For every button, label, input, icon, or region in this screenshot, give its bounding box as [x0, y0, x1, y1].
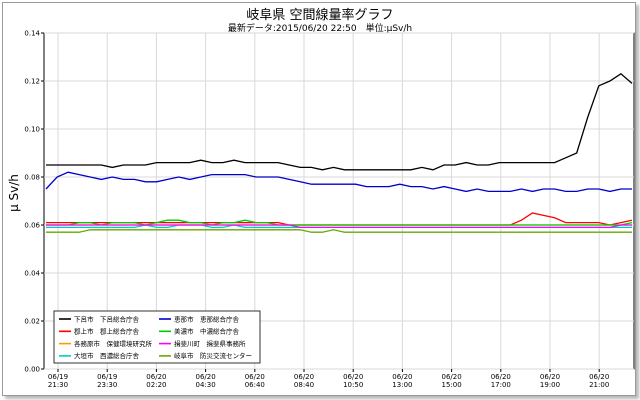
y-tick-label: 0.10	[24, 126, 40, 134]
x-tick-time: 17:00	[491, 381, 511, 389]
x-tick-date: 06/20	[392, 373, 412, 381]
legend-label-6: 揖斐川町 揖斐県事務所	[174, 339, 246, 348]
x-tick-date: 06/20	[146, 373, 166, 381]
legend-label-5: 美濃市 中濃総合庁舎	[174, 327, 240, 336]
x-tick-date: 06/20	[343, 373, 363, 381]
x-tick-time: 06:40	[245, 381, 265, 389]
chart-title: 岐阜県 空間線量率グラフ	[246, 8, 394, 23]
x-tick-time: 23:30	[97, 381, 117, 389]
legend-label-0: 下呂市 下呂総合庁舎	[74, 314, 140, 323]
y-tick-label: 0.08	[24, 174, 40, 182]
y-tick-label: 0.14	[24, 30, 40, 38]
x-tick-time: 15:00	[442, 381, 462, 389]
legend-label-4: 恵那市 恵那総合庁舎	[174, 314, 240, 323]
series-line-4	[45, 171, 632, 193]
x-tick-date: 06/20	[540, 373, 560, 381]
series-line-7	[46, 229, 632, 233]
x-tick-time: 10:50	[343, 381, 363, 389]
chart-subtitle: 最新データ:2015/06/20 22:50 単位:μSv/h	[227, 24, 413, 34]
x-tick-date: 06/19	[48, 373, 68, 381]
x-tick-time: 04:30	[196, 381, 216, 389]
x-tick-date: 06/20	[196, 373, 216, 381]
x-tick-time: 13:00	[392, 381, 412, 389]
x-tick-time: 21:00	[589, 381, 609, 389]
x-tick-time: 02:20	[146, 381, 166, 389]
legend-label-2: 各務原市 保健環境研究所	[74, 339, 153, 348]
y-tick-label: 0.02	[24, 318, 40, 326]
y-tick-label: 0.00	[24, 366, 40, 374]
legend-label-7: 岐阜市 防災交流センター	[174, 351, 252, 360]
legend-box	[53, 310, 261, 364]
x-tick-date: 06/20	[294, 373, 314, 381]
legend-label-1: 郡上市 郡上総合庁舎	[74, 327, 140, 336]
x-tick-date: 06/20	[245, 373, 265, 381]
y-tick-label: 0.04	[24, 270, 40, 278]
legend-label-3: 大垣市 西濃総合庁舎	[74, 351, 140, 360]
x-tick-date: 06/19	[97, 373, 117, 381]
x-tick-time: 19:00	[540, 381, 560, 389]
x-tick-date: 06/20	[491, 373, 511, 381]
series-line-6	[46, 224, 632, 229]
x-tick-time: 21:30	[48, 381, 68, 389]
x-tick-date: 06/20	[589, 373, 609, 381]
y-tick-label: 0.12	[24, 78, 40, 86]
x-tick-date: 06/20	[442, 373, 462, 381]
x-tick-time: 08:40	[294, 381, 314, 389]
series-line-0	[46, 72, 633, 171]
y-tick-label: 0.06	[24, 222, 40, 230]
